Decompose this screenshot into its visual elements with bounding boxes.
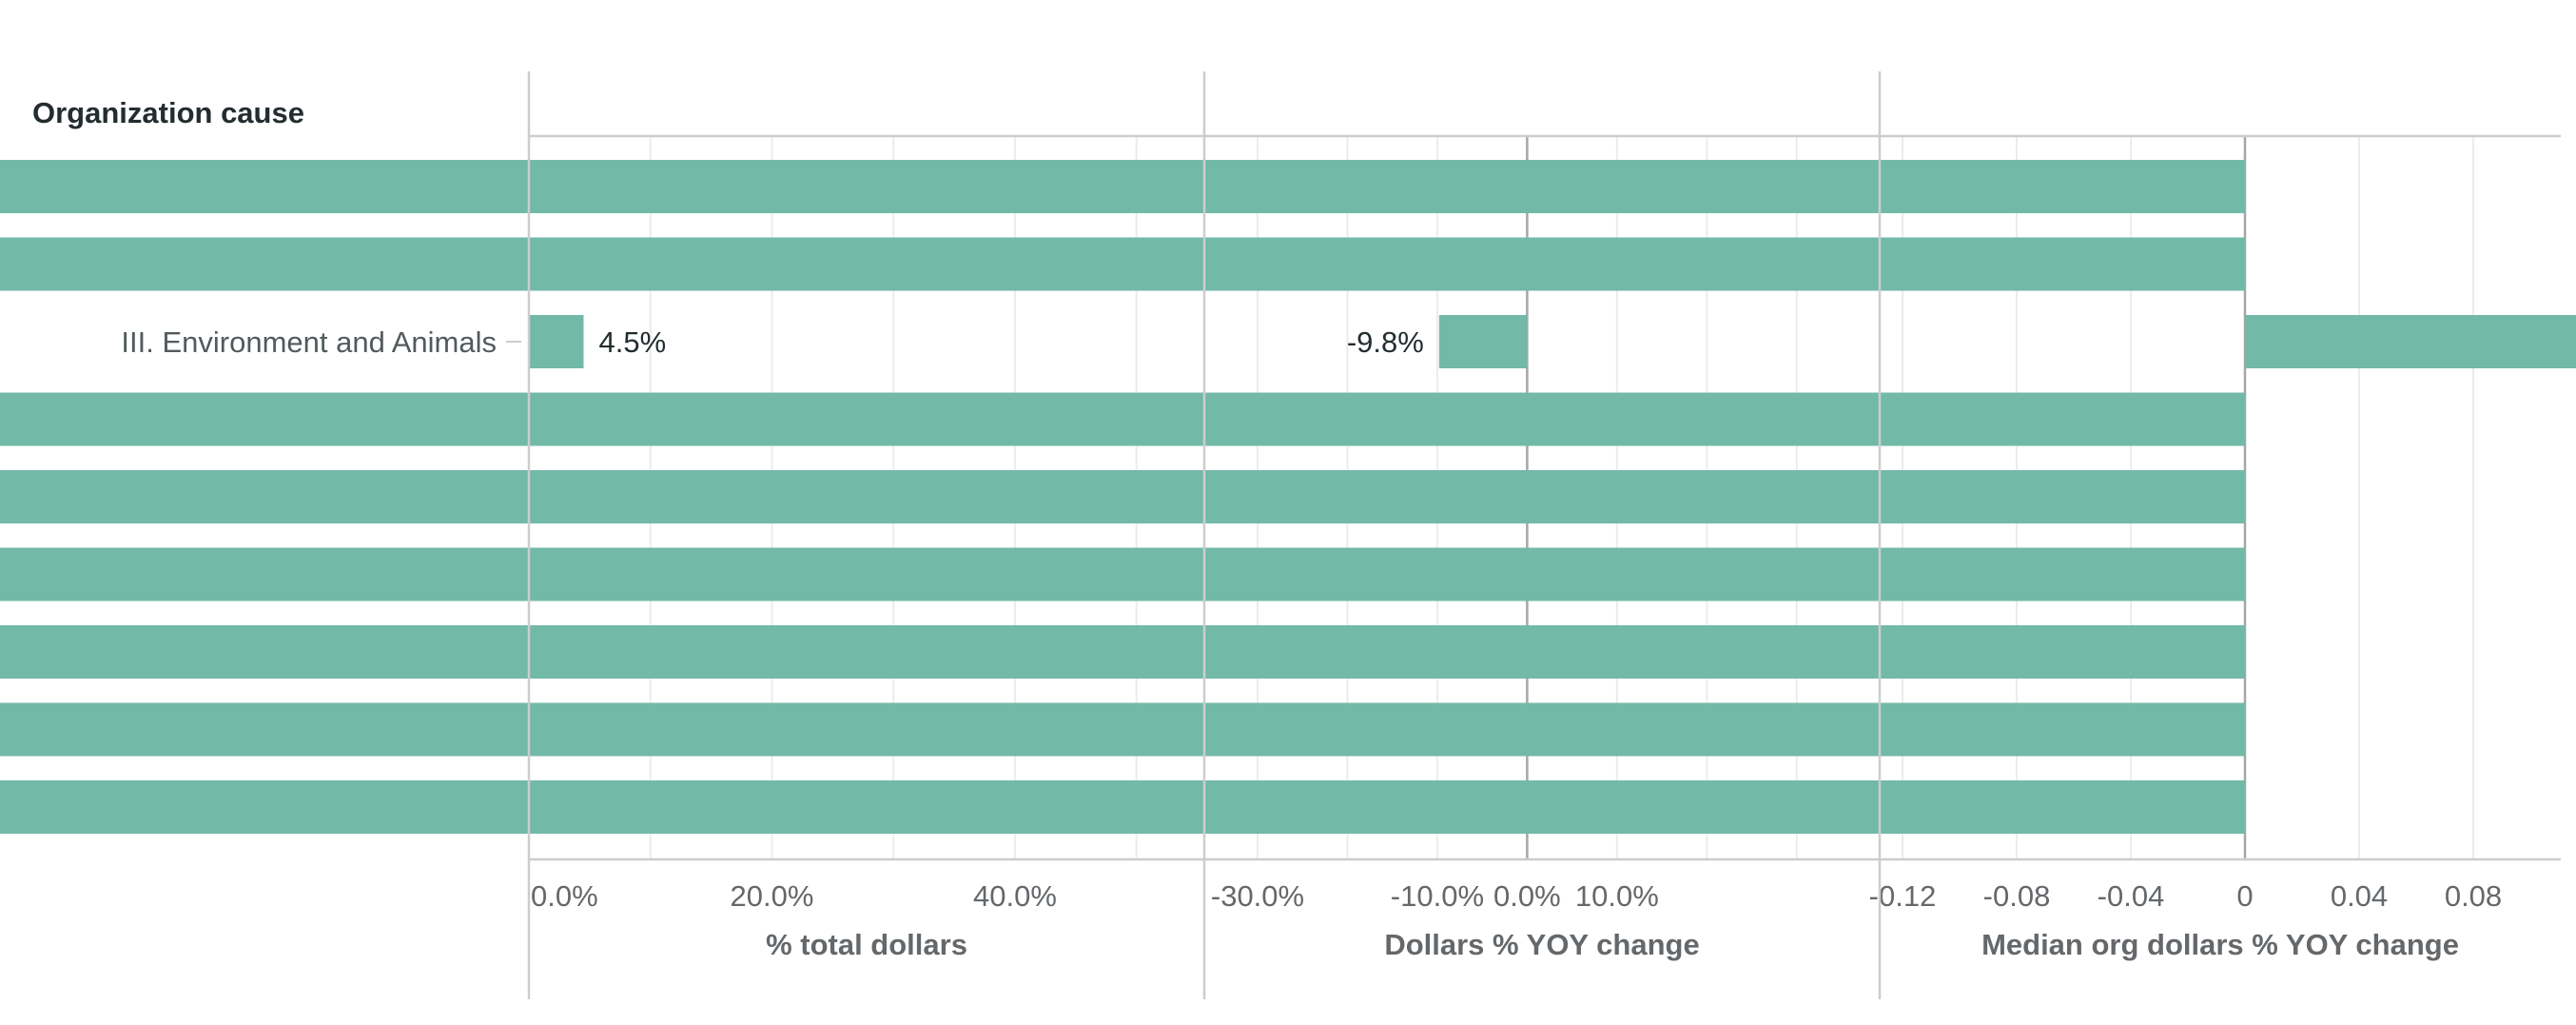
axis-title: Median org dollars % YOY change — [1981, 928, 2459, 961]
tick-label: 40.0% — [973, 879, 1057, 913]
tick-label: 0.08 — [2445, 879, 2502, 913]
tick-label: 0 — [2236, 879, 2253, 913]
data-label: 4.5% — [598, 325, 666, 359]
tick-label: 0.0% — [1493, 879, 1561, 913]
bar — [0, 625, 2245, 679]
tick-label: 0.0% — [531, 879, 598, 913]
category-label: III. Environment and Animals — [121, 325, 497, 359]
row-header-label: Organization cause — [32, 96, 304, 129]
tick-label: -0.08 — [1983, 879, 2051, 913]
axis-title: Dollars % YOY change — [1384, 928, 1699, 961]
bar — [0, 470, 2245, 523]
bar — [2245, 315, 2576, 368]
bar — [529, 315, 583, 368]
bar — [0, 780, 2245, 834]
data-label: -9.8% — [1347, 325, 1424, 359]
tick-label: -10.0% — [1391, 879, 1484, 913]
bar — [0, 160, 2245, 213]
axis-title: % total dollars — [766, 928, 967, 961]
bar — [0, 238, 2245, 291]
tick-label: 20.0% — [731, 879, 814, 913]
tick-label: -30.0% — [1211, 879, 1304, 913]
bar — [0, 703, 2245, 757]
bar — [1439, 315, 1528, 368]
tick-label: 10.0% — [1575, 879, 1659, 913]
tick-label: 0.04 — [2331, 879, 2388, 913]
tick-label: -0.04 — [2098, 879, 2165, 913]
bar — [0, 393, 2245, 446]
bar — [0, 548, 2245, 601]
